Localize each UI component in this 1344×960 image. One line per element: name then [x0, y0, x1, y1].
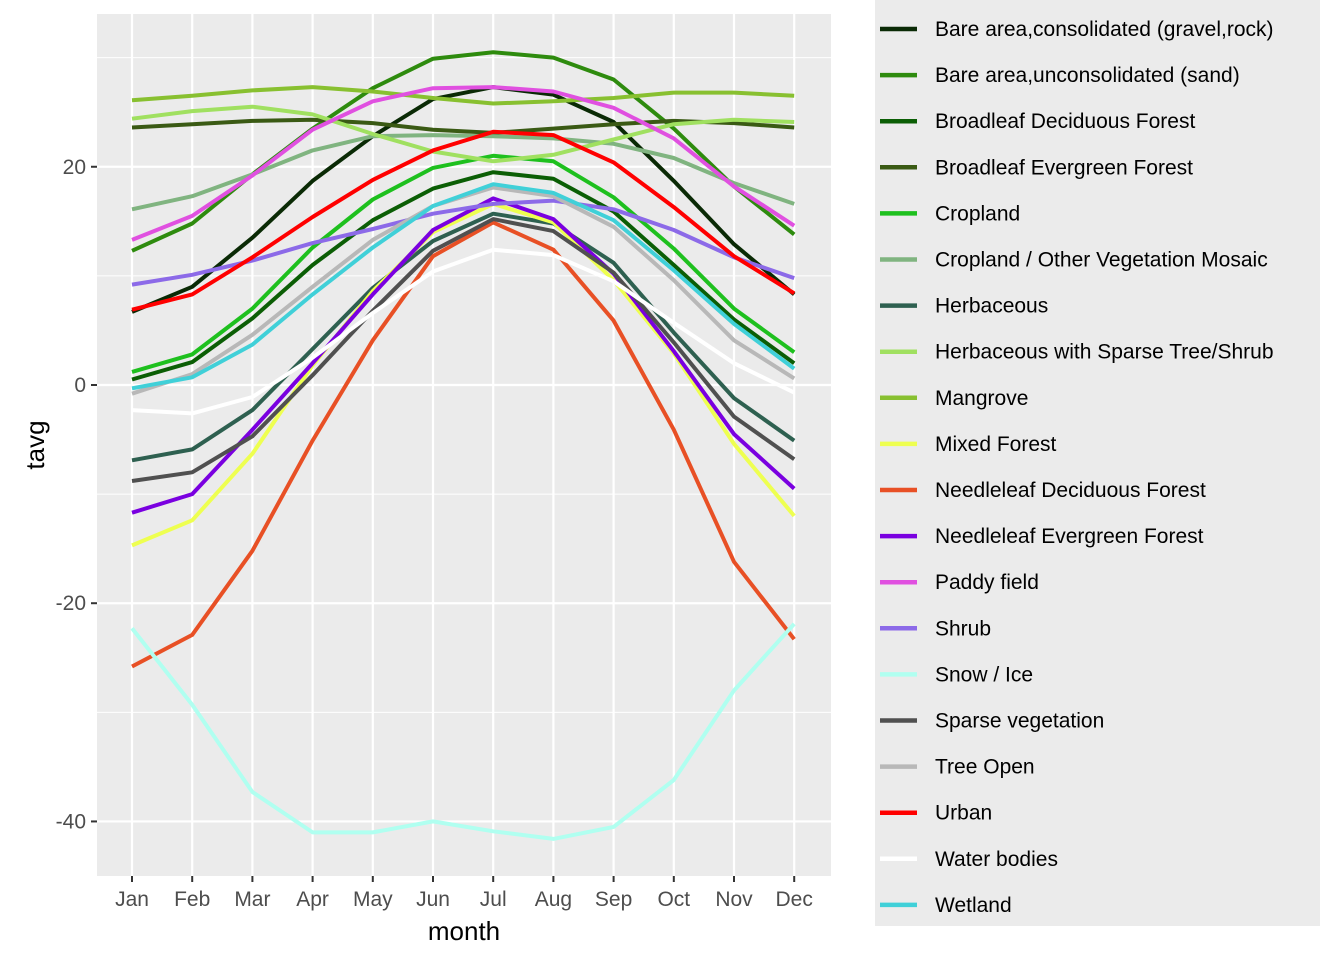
x-tick-label: Feb: [174, 888, 210, 911]
x-axis-title: month: [428, 916, 500, 946]
y-axis-title: tavg: [20, 420, 50, 469]
y-axis: -40 -20 0 20: [56, 156, 97, 833]
legend-label: Paddy field: [935, 571, 1039, 594]
legend-label: Urban: [935, 802, 992, 825]
series-line-herbaceous-with-sparse-tree-shrub: [131, 104, 795, 164]
series-line-bare-area-consolidated-gravel-rock: [131, 85, 796, 314]
x-tick-label: Dec: [776, 888, 813, 911]
legend-label: Herbaceous with Sparse Tree/Shrub: [935, 341, 1274, 364]
legend-item: Broadleaf Evergreen Forest: [880, 156, 1193, 179]
legend-item: Bare area,unconsolidated (sand): [880, 64, 1240, 87]
legend-item: Urban: [880, 802, 992, 825]
x-tick-label: Jan: [115, 888, 149, 911]
legend-item: Cropland: [880, 202, 1020, 225]
series-line-herbaceous: [131, 211, 796, 463]
x-tick-label: Oct: [657, 888, 690, 911]
legend-item: Shrub: [880, 617, 991, 640]
series-line-needleleaf-deciduous-forest: [131, 220, 796, 669]
series-line-sparse-vegetation: [131, 217, 796, 483]
legend-item: Cropland / Other Vegetation Mosaic: [880, 249, 1268, 272]
plot-panel: [97, 14, 831, 876]
legend-label: Snow / Ice: [935, 663, 1033, 686]
legend-item: Tree Open: [880, 756, 1035, 779]
legend-label: Cropland: [935, 202, 1020, 225]
legend-item: Sparse vegetation: [880, 710, 1104, 733]
series-line-cropland: [131, 153, 796, 374]
x-tick-label: Aug: [535, 888, 572, 911]
x-tick-label: May: [353, 888, 393, 911]
y-tick-label: -40: [56, 810, 86, 833]
y-tick-label: -20: [56, 592, 86, 615]
legend-item: Bare area,consolidated (gravel,rock): [880, 18, 1274, 41]
series-line-mangrove: [131, 85, 795, 106]
legend-item: Broadleaf Deciduous Forest: [880, 110, 1195, 133]
legend-item: Wetland: [880, 894, 1012, 917]
y-tick-label: 0: [74, 374, 86, 397]
y-tick-label: 20: [63, 156, 86, 179]
legend: Bare area,consolidated (gravel,rock) Bare…: [880, 18, 1274, 917]
legend-label: Cropland / Other Vegetation Mosaic: [935, 249, 1268, 272]
legend-item: Herbaceous with Sparse Tree/Shrub: [880, 341, 1274, 364]
legend-label: Bare area,consolidated (gravel,rock): [935, 18, 1274, 41]
x-tick-label: Mar: [234, 888, 270, 911]
legend-item: Paddy field: [880, 571, 1039, 594]
legend-item: Water bodies: [880, 848, 1058, 871]
legend-label: Needleleaf Deciduous Forest: [935, 479, 1206, 502]
legend-label: Bare area,unconsolidated (sand): [935, 64, 1240, 87]
series-line-wetland: [131, 182, 796, 391]
legend-item: Mixed Forest: [880, 433, 1057, 456]
x-tick-label: Apr: [296, 888, 329, 911]
legend-item: Mangrove: [880, 387, 1028, 410]
x-tick-label: Jun: [416, 888, 450, 911]
legend-label: Mangrove: [935, 387, 1028, 410]
legend-label: Broadleaf Evergreen Forest: [935, 156, 1193, 179]
legend-label: Herbaceous: [935, 295, 1048, 318]
legend-item: Snow / Ice: [880, 663, 1033, 686]
legend-label: Sparse vegetation: [935, 710, 1104, 733]
x-axis: Jan Feb Mar Apr May Jun Jul Aug Sep Oct Nov Dec: [115, 876, 813, 911]
legend-background: [875, 0, 1320, 926]
series-line-paddy-field: [131, 85, 796, 242]
x-tick-label: Jul: [480, 888, 507, 911]
legend-label: Needleleaf Evergreen Forest: [935, 525, 1204, 548]
legend-item: Herbaceous: [880, 295, 1048, 318]
legend-label: Water bodies: [935, 848, 1058, 871]
series-line-urban: [131, 129, 796, 312]
legend-label: Broadleaf Deciduous Forest: [935, 110, 1195, 133]
series-lines: [130, 50, 796, 841]
grid-major: [97, 14, 831, 876]
legend-item: Needleleaf Deciduous Forest: [880, 479, 1206, 502]
x-tick-label: Nov: [715, 888, 753, 911]
legend-label: Tree Open: [935, 756, 1035, 779]
legend-label: Wetland: [935, 894, 1012, 917]
x-tick-label: Sep: [595, 888, 632, 911]
series-line-water-bodies: [131, 247, 796, 416]
legend-label: Shrub: [935, 617, 991, 640]
series-line-snow-ice: [130, 622, 796, 841]
series-line-broadleaf-evergreen-forest: [131, 117, 795, 135]
legend-item: Needleleaf Evergreen Forest: [880, 525, 1204, 548]
series-line-broadleaf-deciduous-forest: [131, 170, 796, 382]
series-line-cropland-other-vegetation-mosaic: [131, 133, 795, 212]
legend-label: Mixed Forest: [935, 433, 1057, 456]
